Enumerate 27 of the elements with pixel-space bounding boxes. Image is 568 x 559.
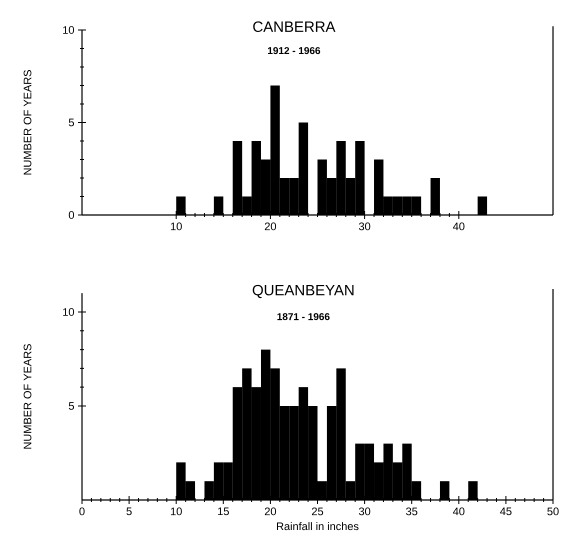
y-axis-title: NUMBER OF YEARS bbox=[24, 70, 32, 175]
y-axis-title: NUMBER OF YEARS bbox=[24, 344, 32, 449]
x-tick-label: 50 bbox=[547, 508, 559, 516]
y-tick-label: 10 bbox=[63, 308, 74, 316]
x-tick-label: 40 bbox=[452, 222, 464, 230]
y-tick-label: 5 bbox=[68, 402, 74, 410]
x-tick-label: 35 bbox=[406, 508, 418, 516]
chart-title: QUEANBEYAN bbox=[252, 284, 354, 298]
text: 1912 - 1966 bbox=[268, 47, 320, 54]
x-tick-label: 20 bbox=[264, 222, 276, 230]
x-tick-label: 0 bbox=[79, 508, 85, 516]
text: 1871 - 1966 bbox=[277, 313, 330, 320]
x-tick-label: 20 bbox=[264, 508, 276, 516]
x-tick-label: 5 bbox=[126, 508, 132, 516]
x-tick-label: 10 bbox=[170, 508, 182, 516]
x-tick-label: 45 bbox=[500, 508, 512, 516]
x-tick-label: 15 bbox=[218, 508, 229, 516]
y-tick-label: 10 bbox=[63, 26, 74, 34]
x-tick-label: 10 bbox=[170, 222, 182, 230]
x-tick-label: 30 bbox=[358, 222, 370, 230]
x-axis-title: Rainfall in inches bbox=[276, 522, 358, 530]
x-tick-label: 25 bbox=[312, 508, 324, 516]
chart-title: CANBERRA bbox=[253, 21, 336, 32]
y-tick-label: 5 bbox=[68, 118, 74, 126]
x-tick-label: 30 bbox=[358, 508, 370, 516]
y-tick-label: 0 bbox=[68, 211, 74, 219]
x-tick-label: 40 bbox=[452, 508, 464, 516]
